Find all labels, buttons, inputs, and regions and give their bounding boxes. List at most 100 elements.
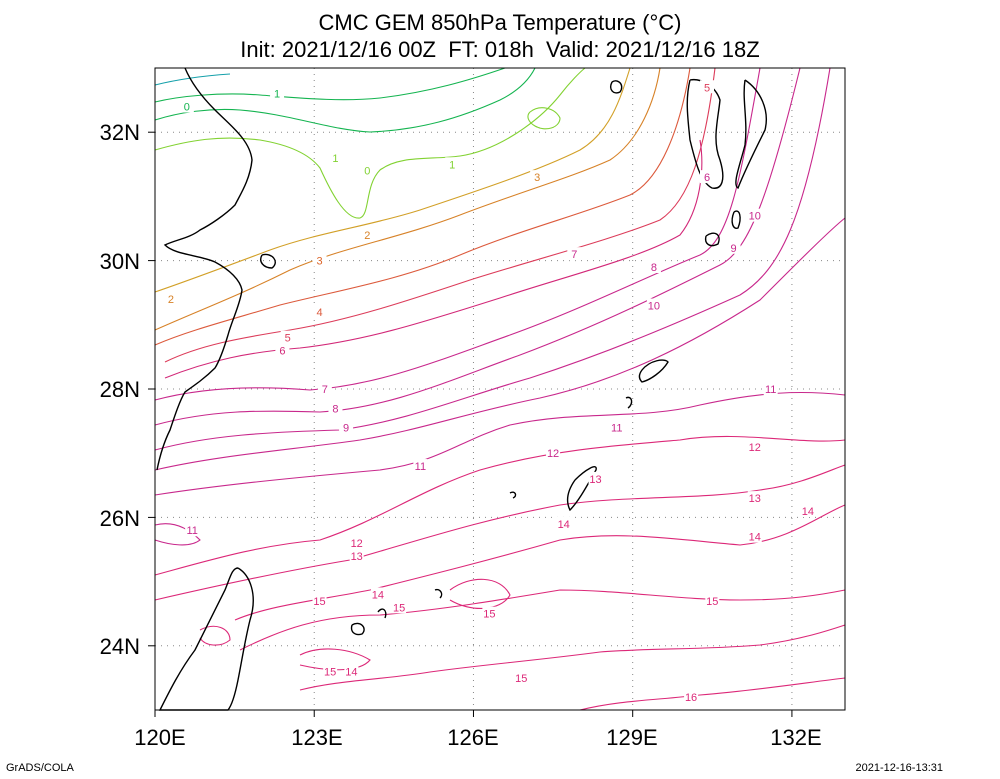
contour-label-bg bbox=[360, 163, 375, 177]
contour-0 bbox=[154, 73, 231, 86]
contour-label: 11 bbox=[611, 423, 622, 435]
coastline-sakishima bbox=[350, 622, 365, 636]
contour-9 bbox=[154, 67, 831, 451]
contour-label-bg bbox=[328, 401, 343, 415]
axis-ticks bbox=[148, 131, 793, 717]
contour-label: 13 bbox=[351, 551, 363, 563]
contour-label-bg bbox=[705, 593, 720, 607]
contour-label-bg bbox=[360, 227, 375, 241]
contour-label-bg bbox=[349, 548, 364, 562]
contour-label: 11 bbox=[186, 525, 197, 537]
contour-label-bg bbox=[567, 247, 582, 261]
grads-credit: GrADS/COLA bbox=[6, 762, 74, 774]
contour-label: 12 bbox=[351, 538, 363, 550]
contour-label-bg bbox=[312, 593, 327, 607]
contour-label: 8 bbox=[651, 262, 657, 274]
contour-label: 0 bbox=[364, 166, 370, 178]
contour-15 bbox=[199, 625, 231, 646]
contour-label-bg bbox=[349, 536, 364, 550]
contour-label-bg bbox=[514, 670, 529, 684]
contour-label-bg bbox=[800, 503, 815, 517]
contour-label: 2 bbox=[168, 294, 174, 306]
contour-8 bbox=[154, 67, 801, 426]
contour-label: 15 bbox=[393, 602, 405, 614]
coastline-islands bbox=[625, 396, 633, 409]
contour-label-bg bbox=[556, 516, 571, 530]
contour-label-bg bbox=[726, 240, 741, 254]
contour-label-bg bbox=[312, 253, 327, 267]
contour-10 bbox=[154, 217, 846, 471]
coastline-china bbox=[156, 67, 253, 471]
coastline-miyako bbox=[434, 588, 443, 599]
contour-label-bg bbox=[546, 446, 561, 460]
y-tick-label: 28N bbox=[100, 377, 140, 402]
coastline-islands bbox=[509, 491, 517, 499]
contour-label-bg bbox=[588, 471, 603, 485]
y-tick-label: 26N bbox=[100, 506, 140, 531]
contour-label-bg bbox=[747, 208, 762, 222]
contour-label-bg bbox=[646, 260, 661, 274]
contour-1 bbox=[154, 67, 586, 219]
y-axis-labels: 32N 30N 28N 26N 24N bbox=[100, 120, 140, 659]
contour-label: 13 bbox=[589, 474, 601, 486]
contour-label: 14 bbox=[372, 589, 384, 601]
contour-15 bbox=[449, 578, 511, 609]
grid-lines bbox=[154, 68, 845, 710]
coastline-sakishima bbox=[377, 608, 387, 619]
contour-2 bbox=[154, 67, 631, 293]
map-subtitle: Init: 2021/12/16 00Z FT: 018h Valid: 202… bbox=[240, 37, 760, 62]
contour-label: 2 bbox=[364, 230, 370, 242]
x-tick-label: 123E bbox=[291, 725, 342, 750]
contour-label-bg bbox=[747, 439, 762, 453]
contour-label: 13 bbox=[749, 493, 761, 505]
coastline-amami bbox=[638, 359, 669, 383]
contour-label: 11 bbox=[415, 461, 426, 473]
coastline-kyushu bbox=[686, 78, 724, 189]
contour-label: 7 bbox=[571, 249, 577, 261]
contour-label-bg bbox=[530, 170, 545, 184]
contour-label: 1 bbox=[332, 153, 338, 165]
y-tick-label: 24N bbox=[100, 634, 140, 659]
contour-label: 5 bbox=[704, 82, 710, 94]
temperature-contours bbox=[154, 67, 846, 711]
contour-label-bg bbox=[700, 80, 714, 94]
contour-5 bbox=[164, 67, 716, 363]
contour-label-bg bbox=[339, 420, 354, 434]
contour-label-bg bbox=[275, 343, 290, 357]
contour-label: 15 bbox=[515, 673, 527, 685]
contour-label: 5 bbox=[285, 333, 291, 345]
timestamp: 2021-12-16-13:31 bbox=[855, 762, 943, 774]
contour-label: 14 bbox=[345, 666, 357, 678]
coastline-okinawa bbox=[566, 466, 597, 512]
contour-label: 0 bbox=[184, 102, 190, 114]
contour-labels: 1010132324567891112111312111311121314141… bbox=[163, 80, 815, 704]
coastline-taiwan bbox=[158, 567, 254, 711]
contour-label-bg bbox=[413, 459, 428, 473]
contour-label: 10 bbox=[648, 301, 660, 313]
contour-label: 10 bbox=[749, 211, 761, 223]
contour-label: 1 bbox=[274, 89, 280, 101]
contour-label: 15 bbox=[706, 596, 718, 608]
contour-label: 3 bbox=[534, 172, 540, 184]
contour-label: 15 bbox=[483, 609, 495, 621]
contour-label: 14 bbox=[749, 532, 761, 544]
contour-label-bg bbox=[646, 298, 661, 312]
contour-label: 1 bbox=[449, 159, 455, 171]
y-tick-label: 30N bbox=[100, 249, 140, 274]
contour-label-bg bbox=[179, 99, 194, 113]
contour-label: 11 bbox=[765, 384, 776, 396]
contour-label: 6 bbox=[279, 345, 285, 357]
coastline-yakushima bbox=[704, 232, 720, 247]
x-axis-labels: 120E 123E 126E 129E 132E bbox=[134, 725, 821, 750]
contour-15 bbox=[239, 589, 846, 651]
contour-label-bg bbox=[609, 420, 624, 434]
contour-label: 7 bbox=[322, 384, 328, 396]
contour-label: 15 bbox=[324, 666, 336, 678]
contour-label-bg bbox=[312, 304, 327, 318]
contour-label-bg bbox=[323, 664, 338, 678]
contour-label-bg bbox=[370, 587, 385, 601]
contour-label-bg bbox=[684, 690, 699, 704]
contour-3 bbox=[154, 67, 661, 331]
coastline-shikoku bbox=[735, 79, 767, 189]
contour-label-bg bbox=[747, 491, 762, 505]
